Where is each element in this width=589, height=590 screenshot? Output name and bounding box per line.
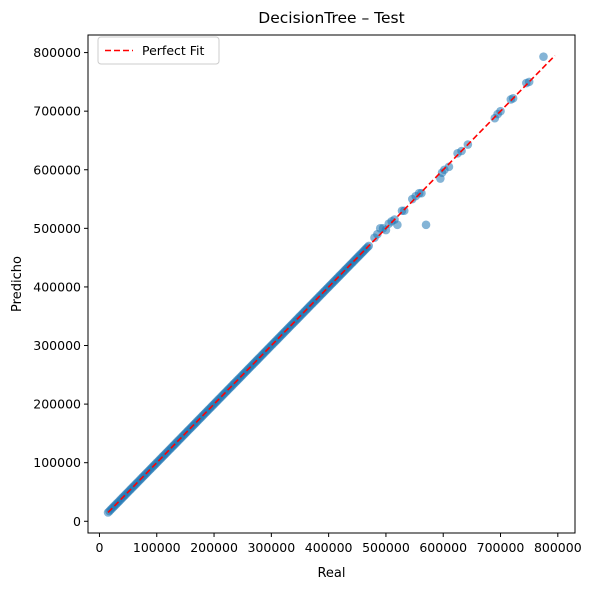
data-point [393, 220, 402, 230]
y-tick-label: 400000 [33, 279, 81, 294]
data-point [421, 220, 431, 230]
y-tick-label: 300000 [33, 338, 81, 353]
x-tick-label: 200000 [190, 540, 238, 555]
y-tick-label: 200000 [33, 397, 81, 412]
data-point [381, 225, 391, 235]
x-tick-label: 700000 [477, 540, 525, 555]
x-axis-label: Real [317, 566, 345, 581]
x-tick-label: 100000 [133, 540, 181, 555]
x-axis-ticks: 0 100000 200000 300000 400000 500000 600000 700… [95, 533, 582, 555]
legend-box [97, 36, 220, 65]
plot-frame [87, 34, 576, 534]
y-tick-label: 700000 [33, 104, 81, 119]
y-tick-label: 500000 [33, 221, 81, 236]
y-axis-label: Predicho [10, 256, 25, 312]
y-axis-ticks: 0 100000 200000 300000 400000 500000 600000 700… [33, 45, 88, 529]
x-tick-label: 600000 [419, 540, 467, 555]
y-tick-label: 800000 [33, 45, 81, 60]
x-tick-label: 400000 [305, 540, 353, 555]
x-tick-label: 300000 [247, 540, 295, 555]
chart-title: DecisionTree – Test [258, 9, 404, 27]
x-tick-label: 0 [95, 540, 103, 555]
legend: Perfect Fit [97, 36, 220, 65]
perfect-fit-line [107, 54, 556, 514]
x-tick-label: 500000 [362, 540, 410, 555]
legend-label: Perfect Fit [142, 43, 205, 58]
y-tick-label: 0 [73, 514, 81, 529]
y-tick-label: 600000 [33, 162, 81, 177]
x-tick-label: 800000 [534, 540, 582, 555]
y-tick-label: 100000 [33, 455, 81, 470]
data-point [444, 162, 454, 172]
data-point [539, 52, 548, 61]
